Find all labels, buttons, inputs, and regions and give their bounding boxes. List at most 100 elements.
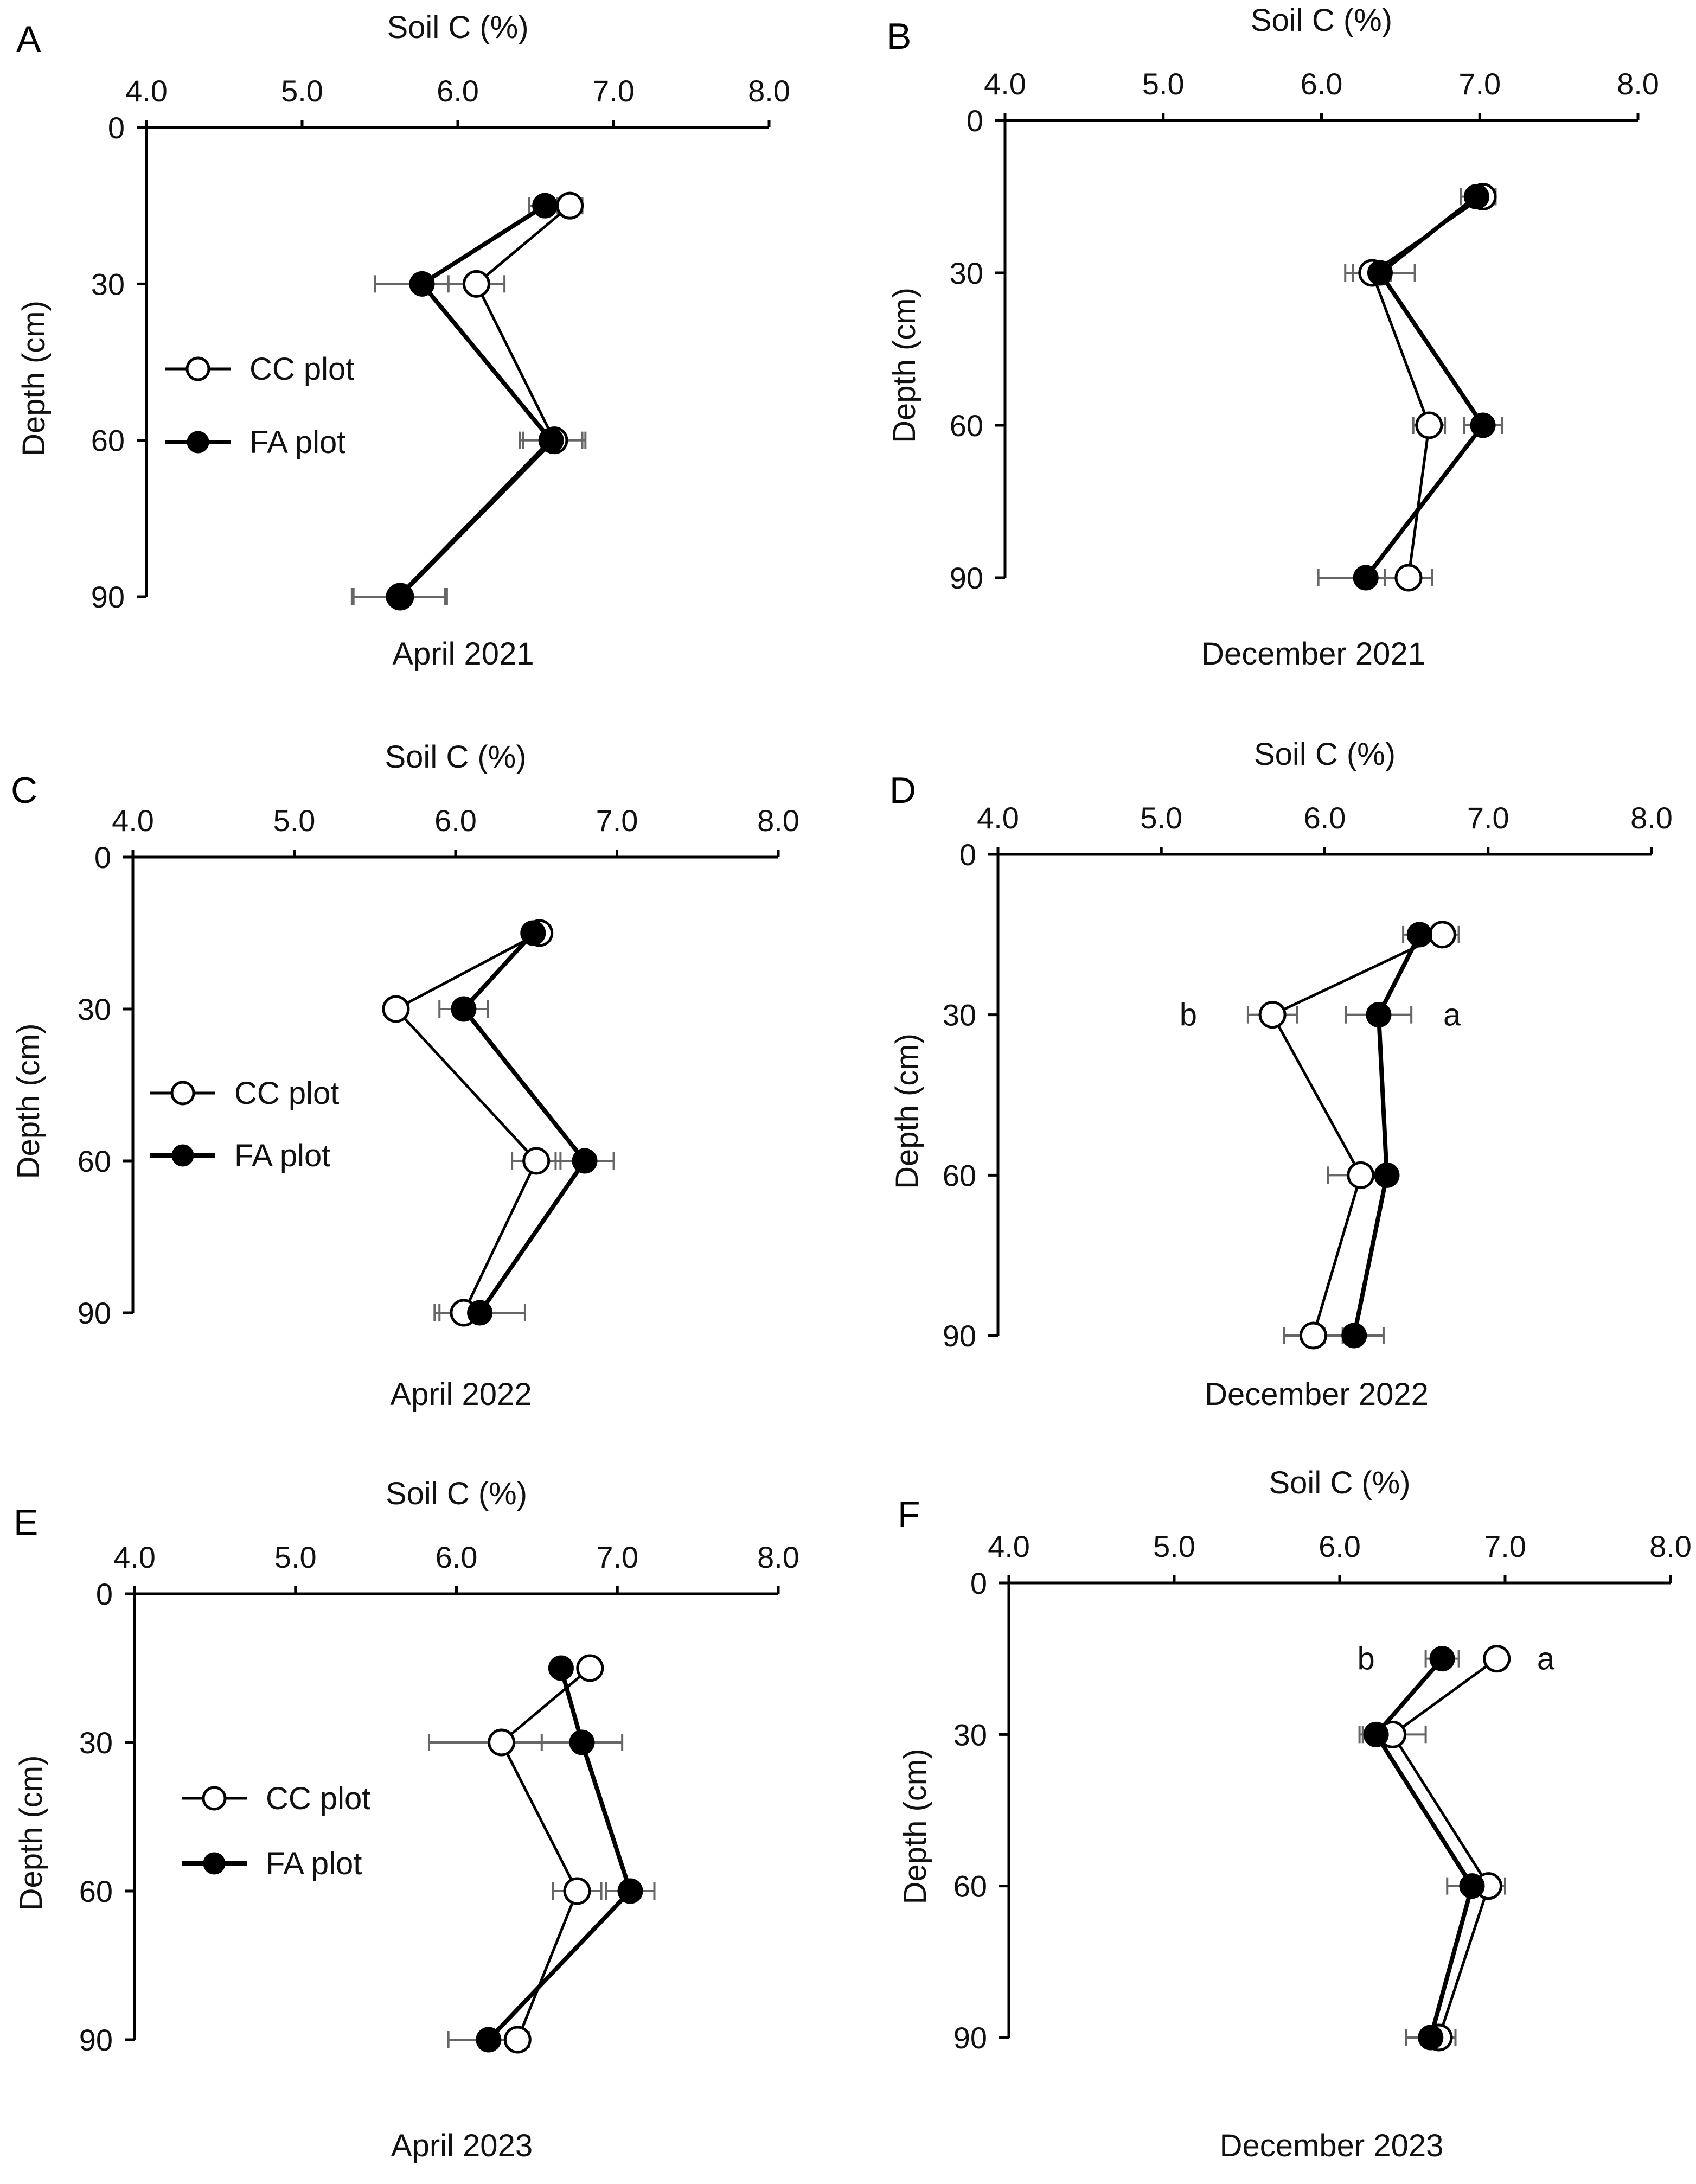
panel-b-cc-point <box>1394 564 1423 592</box>
panel-b-x-axis-title: Soil C (%) <box>1251 3 1392 38</box>
panel-b-y-axis-title: Depth (cm) <box>887 288 922 443</box>
panel-a-x-axis-title: Soil C (%) <box>387 10 528 45</box>
panel-c-fa-point <box>572 1148 598 1174</box>
panel-d-x-tick-label: 5.0 <box>1140 801 1182 835</box>
panel-f-y-axis-title: Depth (cm) <box>898 1749 933 1905</box>
panel-f-significance-label: b <box>1357 1642 1374 1677</box>
panel-c-y-tick-label: 60 <box>78 1144 111 1178</box>
panel-e-cc-point <box>503 2026 532 2054</box>
panel-a-x-tick-label: 7.0 <box>592 74 635 108</box>
panel-d-cc-point <box>1258 1001 1287 1029</box>
panel-b-x-tick-label: 5.0 <box>1142 67 1185 101</box>
panel-e-x-tick-label: 7.0 <box>596 1540 638 1574</box>
panel-a-x-tick-label: 4.0 <box>125 74 168 108</box>
panel-d-y-tick-label: 90 <box>943 1319 976 1353</box>
panel-e-letter: E <box>14 1502 38 1543</box>
panel-b-fa-line <box>1364 195 1486 579</box>
panel-e-x-tick-label: 8.0 <box>757 1540 799 1574</box>
panel-f-fa-point <box>1429 1646 1455 1672</box>
panel-c-x-tick-label: 7.0 <box>596 803 638 838</box>
panel-e-fa-point <box>569 1729 595 1755</box>
panel-e-y-tick-label: 0 <box>96 1577 113 1611</box>
panel-c-y-tick-label: 0 <box>94 840 111 874</box>
panel-a-x-tick-label: 6.0 <box>437 74 479 108</box>
panel-f-x-tick-label: 5.0 <box>1153 1529 1195 1563</box>
panel-d-x-tick-label: 8.0 <box>1630 801 1673 835</box>
panel-d-letter: D <box>889 770 916 811</box>
panel-a-y-tick-label: 60 <box>91 424 125 458</box>
panel-d-y-tick-label: 30 <box>943 998 976 1032</box>
panel-b-x-tick-label: 7.0 <box>1458 67 1501 101</box>
panel-f-x-tick-label: 7.0 <box>1484 1529 1526 1563</box>
panel-d-fa-point <box>1341 1323 1367 1349</box>
panel-e-legend-label: FA plot <box>266 1846 362 1881</box>
panel-d-cc-point <box>1428 921 1456 949</box>
panel-f-y-tick-label: 60 <box>953 1869 987 1904</box>
panel-c-fa-line <box>461 931 587 1314</box>
panel-d-y-axis-title: Depth (cm) <box>889 1033 925 1189</box>
panel-f-x-tick-label: 8.0 <box>1649 1529 1692 1563</box>
panel-c-x-tick-label: 8.0 <box>757 803 799 838</box>
panel-a-legend-marker <box>187 431 209 454</box>
panel-b-fa-point <box>1353 565 1379 591</box>
panel-d-cc-line <box>1271 933 1443 1336</box>
panel-e-x-tick-label: 4.0 <box>113 1540 156 1574</box>
panel-d-significance-label: a <box>1443 998 1461 1033</box>
panel-d-x-tick-label: 7.0 <box>1467 801 1509 835</box>
panel-e-legend-marker <box>203 1852 226 1875</box>
panel-b-caption: December 2021 <box>1201 636 1425 672</box>
panel-f-fa-point <box>1459 1873 1485 1899</box>
panel-c-legend-marker <box>171 1144 194 1167</box>
panel-f-y-tick-label: 30 <box>953 1717 987 1752</box>
panel-b-y-tick-label: 60 <box>950 408 983 443</box>
panel-e-y-tick-label: 30 <box>79 1726 113 1760</box>
panel-d-cc-point <box>1347 1161 1375 1189</box>
panel-f-x-axis-title: Soil C (%) <box>1269 1465 1410 1500</box>
panel-d-fa-point <box>1374 1162 1400 1188</box>
panel-c-y-tick-label: 90 <box>78 1296 111 1330</box>
panel-a-y-axis-title: Depth (cm) <box>16 301 52 456</box>
panel-f-fa-point <box>1418 2025 1444 2051</box>
panel-c-cc-point <box>522 1147 551 1175</box>
panel-b-fa-point <box>1367 260 1393 286</box>
panel-b-x-tick-label: 6.0 <box>1301 67 1343 101</box>
panel-d-cc-point <box>1299 1321 1327 1350</box>
panel-d-x-axis-title: Soil C (%) <box>1254 737 1396 772</box>
panel-e-x-tick-label: 6.0 <box>436 1540 478 1574</box>
panel-d-x-tick-label: 6.0 <box>1304 801 1346 835</box>
panel-f-fa-line <box>1374 1657 1474 2039</box>
panel-e-y-tick-label: 90 <box>79 2023 113 2057</box>
panel-b-fa-point <box>1470 412 1496 438</box>
panel-a-fa-line <box>397 203 554 598</box>
panel-a-fa-point <box>538 427 564 454</box>
panel-a-cc-point <box>462 270 490 298</box>
panel-e-y-tick-label: 60 <box>79 1874 113 1908</box>
panel-d-y-tick-label: 0 <box>959 838 976 872</box>
panel-a-x-tick-label: 8.0 <box>748 74 790 108</box>
panel-c-x-tick-label: 5.0 <box>273 803 316 838</box>
panel-a-legend-marker <box>185 356 210 381</box>
panel-a-x-tick-label: 5.0 <box>281 74 323 108</box>
panel-b-x-tick-label: 4.0 <box>984 67 1026 101</box>
panel-b-y-tick-label: 0 <box>967 104 983 138</box>
panel-c-y-tick-label: 30 <box>78 992 111 1026</box>
panel-f-significance-label: a <box>1537 1642 1555 1677</box>
panel-a-legend-label: FA plot <box>249 425 345 460</box>
panel-c-x-tick-label: 4.0 <box>112 803 154 838</box>
panel-a-y-tick-label: 30 <box>91 267 125 301</box>
panel-e-fa-point <box>617 1878 643 1904</box>
panel-e-cc-line <box>500 1667 591 2040</box>
panel-a-caption: April 2021 <box>392 636 534 672</box>
panel-d-fa-point <box>1366 1002 1392 1028</box>
panel-c-y-axis-title: Depth (cm) <box>11 1024 46 1179</box>
panel-d-y-tick-label: 60 <box>943 1158 976 1192</box>
panel-a-fa-point <box>386 584 412 610</box>
panel-c-cc-point <box>382 995 410 1023</box>
panel-b-x-tick-label: 8.0 <box>1617 67 1659 101</box>
panel-e-legend-marker <box>202 1786 227 1811</box>
panel-c-x-axis-title: Soil C (%) <box>385 739 526 775</box>
panel-e-x-axis-title: Soil C (%) <box>386 1476 527 1511</box>
panel-b-y-tick-label: 30 <box>950 256 983 290</box>
panel-f-cc-line <box>1391 1657 1498 2038</box>
